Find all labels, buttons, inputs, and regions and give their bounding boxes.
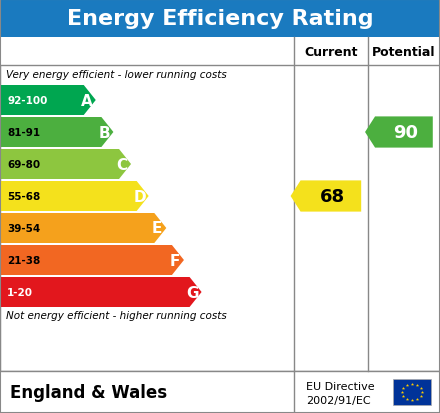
- Text: B: B: [99, 125, 110, 140]
- Bar: [393, 379, 431, 405]
- Text: Current: Current: [304, 45, 358, 58]
- Text: 21-38: 21-38: [7, 255, 40, 266]
- Text: A: A: [81, 93, 93, 108]
- Text: Not energy efficient - higher running costs: Not energy efficient - higher running co…: [6, 310, 227, 320]
- Bar: [0, 0, 440, 38]
- Text: 68: 68: [320, 188, 345, 206]
- Text: C: C: [117, 157, 128, 172]
- Text: 2002/91/EC: 2002/91/EC: [306, 395, 370, 406]
- Text: E: E: [152, 221, 162, 236]
- Polygon shape: [0, 150, 131, 180]
- Text: 39-54: 39-54: [7, 223, 40, 233]
- Polygon shape: [0, 118, 114, 147]
- Text: 92-100: 92-100: [7, 96, 48, 106]
- Text: 69-80: 69-80: [7, 159, 40, 170]
- Polygon shape: [0, 277, 202, 307]
- Polygon shape: [0, 86, 96, 116]
- Text: EU Directive: EU Directive: [306, 381, 374, 391]
- Polygon shape: [0, 245, 184, 275]
- Text: 1-20: 1-20: [7, 287, 33, 297]
- Text: England & Wales: England & Wales: [10, 383, 167, 401]
- Bar: [0, 38, 440, 371]
- Text: Very energy efficient - lower running costs: Very energy efficient - lower running co…: [6, 70, 227, 80]
- Text: F: F: [170, 253, 180, 268]
- Polygon shape: [290, 181, 361, 212]
- Text: 90: 90: [393, 124, 418, 142]
- Polygon shape: [0, 214, 166, 243]
- Text: G: G: [186, 285, 199, 300]
- Text: D: D: [133, 189, 146, 204]
- Text: Potential: Potential: [372, 45, 436, 58]
- Text: 55-68: 55-68: [7, 192, 40, 202]
- Bar: [0, 38, 440, 66]
- Polygon shape: [0, 182, 149, 211]
- Polygon shape: [365, 117, 433, 148]
- Text: Energy Efficiency Rating: Energy Efficiency Rating: [67, 9, 373, 29]
- Text: 81-91: 81-91: [7, 128, 40, 138]
- Bar: [0, 371, 440, 413]
